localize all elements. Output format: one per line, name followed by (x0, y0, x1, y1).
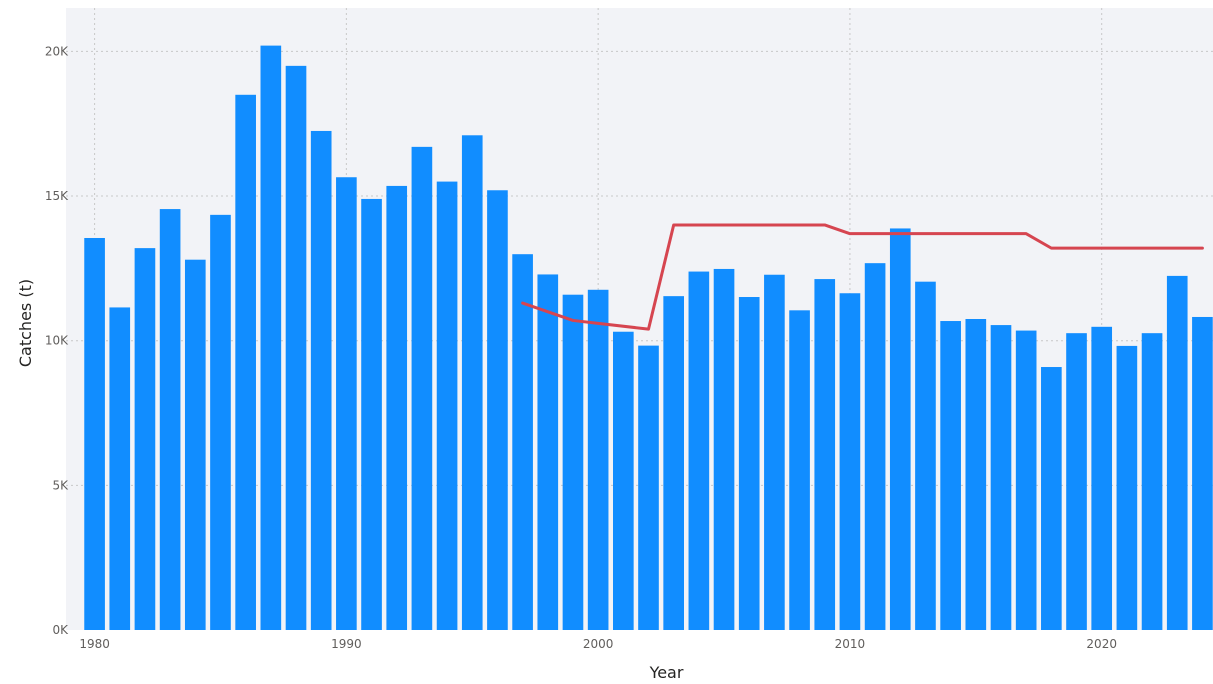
bar-2024[interactable] (1192, 316, 1213, 630)
line-path[interactable] (521, 223, 1204, 331)
bar-1994[interactable] (436, 181, 458, 630)
bar-2002[interactable] (638, 345, 659, 630)
bar-2018[interactable] (1041, 367, 1062, 630)
bar-1986[interactable] (235, 94, 256, 630)
line-series (521, 223, 1204, 331)
bar-2012[interactable] (889, 228, 911, 631)
bar-1988[interactable] (285, 65, 307, 630)
bar-series (84, 45, 1213, 631)
bar-2008[interactable] (789, 310, 810, 630)
bar-2011[interactable] (864, 263, 886, 630)
x-tick-label: 1980 (79, 637, 110, 651)
bar-2017[interactable] (1015, 330, 1037, 630)
bar-1997[interactable] (512, 254, 533, 630)
y-tick-label: 20K (45, 44, 69, 58)
bar-1982[interactable] (134, 248, 156, 631)
bar-2007[interactable] (764, 274, 785, 630)
y-tick-label: 5K (52, 478, 69, 492)
bar-1999[interactable] (562, 294, 584, 630)
bar-2014[interactable] (940, 321, 961, 630)
x-tick-label: 1990 (331, 637, 362, 651)
bar-2021[interactable] (1116, 345, 1138, 630)
bar-2009[interactable] (814, 279, 836, 630)
bar-2023[interactable] (1166, 275, 1188, 630)
bar-2004[interactable] (688, 271, 710, 630)
bar-1980[interactable] (84, 237, 105, 630)
bar-1983[interactable] (159, 209, 181, 630)
bar-1993[interactable] (411, 146, 433, 630)
y-tick-label: 10K (45, 334, 69, 348)
bar-2013[interactable] (915, 281, 936, 630)
y-axis-title: Catches (t) (16, 279, 35, 367)
bar-2006[interactable] (738, 297, 760, 630)
x-tick-label: 2010 (835, 637, 866, 651)
bar-2022[interactable] (1141, 333, 1163, 630)
x-axis-title: Year (649, 663, 684, 682)
x-tick-label: 2000 (583, 637, 614, 651)
bar-2019[interactable] (1066, 333, 1087, 630)
bar-2003[interactable] (663, 296, 685, 630)
bar-2001[interactable] (612, 331, 634, 630)
bar-2015[interactable] (965, 319, 987, 630)
y-axis: 0K 5K 10K 15K 20K (45, 44, 69, 637)
bar-2010[interactable] (839, 293, 861, 630)
bar-1992[interactable] (386, 185, 408, 630)
bar-1985[interactable] (210, 214, 231, 630)
bar-1990[interactable] (336, 177, 357, 630)
bar-1998[interactable] (537, 274, 559, 630)
bar-2005[interactable] (713, 268, 735, 630)
bar-1991[interactable] (361, 198, 382, 631)
bar-1996[interactable] (487, 190, 508, 630)
bar-1981[interactable] (109, 307, 131, 630)
bar-1995[interactable] (461, 135, 483, 630)
bar-1987[interactable] (260, 45, 282, 630)
bar-2016[interactable] (990, 325, 1012, 630)
x-tick-label: 2020 (1086, 637, 1117, 651)
bar-1984[interactable] (184, 259, 206, 630)
y-tick-label: 15K (45, 189, 69, 203)
x-axis: 1980 1990 2000 2010 2020 (79, 637, 1117, 651)
y-tick-label: 0K (52, 623, 69, 637)
bar-1989[interactable] (310, 130, 332, 630)
bar-2020[interactable] (1091, 326, 1113, 630)
bar-2000[interactable] (587, 289, 609, 630)
